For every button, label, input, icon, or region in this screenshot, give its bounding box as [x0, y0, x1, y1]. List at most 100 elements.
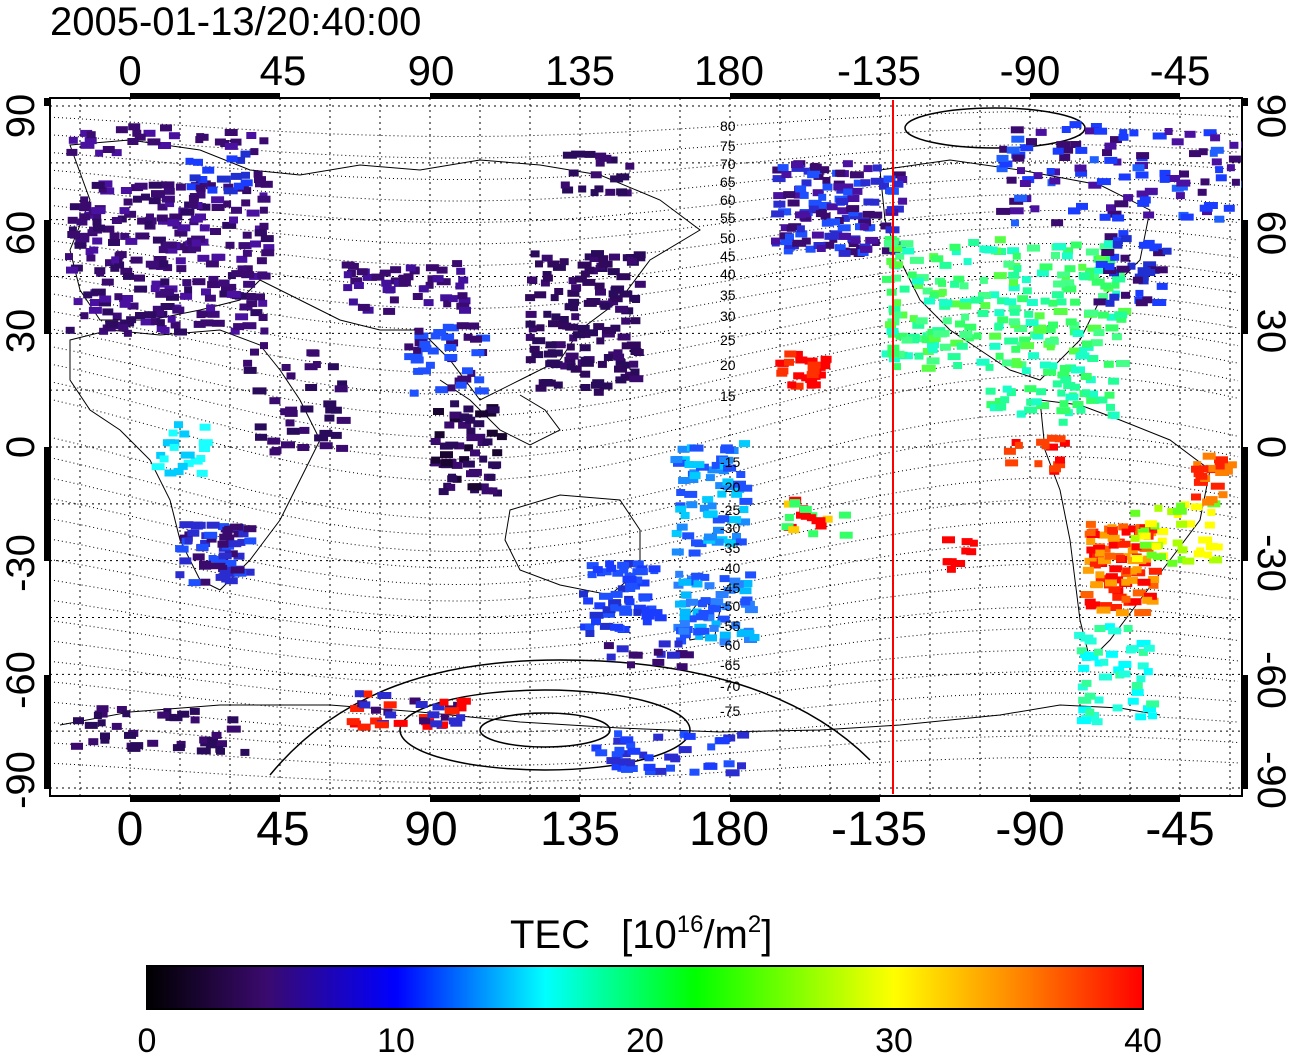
tec-pixel [599, 382, 613, 390]
tec-pixel [135, 312, 145, 319]
tec-pixel [580, 356, 591, 364]
tec-pixel [92, 218, 102, 226]
tec-pixel [222, 221, 237, 229]
tec-pixel [1081, 679, 1092, 687]
tec-pixel [237, 538, 246, 546]
tec-pixel [1210, 482, 1225, 490]
tec-pixel [115, 126, 128, 134]
lat-label-right: -30 [1249, 534, 1292, 592]
tec-pixel [450, 400, 460, 408]
tec-pixel [1010, 126, 1024, 134]
tec-pixel [1001, 359, 1013, 367]
tec-pixel [1172, 539, 1183, 547]
tec-pixel [254, 423, 267, 431]
tec-pixel [541, 254, 553, 262]
tec-pixel [486, 473, 496, 481]
tec-pixel [470, 449, 480, 457]
tec-pixel [152, 305, 164, 313]
tec-pixel [527, 276, 536, 284]
tec-pixel [493, 489, 502, 497]
tec-pixel [1138, 648, 1148, 656]
tec-pixel [1086, 529, 1096, 536]
tec-pixel [637, 579, 650, 587]
tec-pixel [223, 183, 234, 191]
tec-pixel [996, 154, 1009, 162]
tec-pixel [1136, 190, 1149, 198]
tec-pixel [189, 174, 201, 182]
mlat-contour [50, 671, 1239, 717]
tec-pixel [337, 380, 348, 388]
tec-pixel [740, 580, 753, 587]
tec-pixel [68, 136, 78, 144]
tec-pixel [1103, 360, 1114, 368]
tec-pixel [1084, 637, 1097, 645]
mlat-label: -35 [720, 540, 740, 556]
tec-pixel [179, 430, 190, 438]
tec-pixel [224, 283, 237, 291]
tec-pixel [691, 580, 703, 588]
tec-pixel [172, 306, 185, 314]
tec-pixel [1094, 625, 1106, 632]
tec-pixel [1096, 178, 1111, 186]
frame-bar-left [44, 220, 50, 334]
tec-pixel [653, 733, 664, 741]
tec-pixel [1117, 540, 1131, 548]
tec-pixel [269, 397, 281, 405]
tec-pixel [1057, 371, 1070, 379]
tec-pixel [470, 335, 482, 343]
tec-pixel [942, 558, 952, 566]
tec-pixel [583, 299, 597, 307]
tec-pixel [959, 331, 973, 338]
tec-pixel [1203, 129, 1217, 137]
tec-pixel [886, 187, 896, 195]
tec-pixel [1118, 133, 1129, 141]
tec-pixel [330, 431, 342, 439]
tec-pixel [152, 236, 166, 244]
tec-pixel [492, 449, 503, 457]
tec-pixel [393, 719, 408, 727]
tec-pixel [319, 429, 333, 437]
tec-pixel [240, 150, 251, 158]
tec-pixel [199, 423, 211, 431]
tec-pixel [969, 539, 978, 547]
tec-pixel [707, 502, 717, 510]
tec-pixel [703, 614, 715, 622]
tec-pixel [1214, 462, 1225, 470]
tec-pixel [456, 322, 469, 330]
tec-pixel [1081, 340, 1092, 348]
tec-pixel [540, 279, 550, 287]
tec-pixel [614, 746, 625, 754]
tec-pixel [1056, 141, 1071, 149]
mlat-contour [50, 243, 1239, 310]
tec-pixel [196, 191, 206, 199]
tec-pixel [609, 253, 620, 261]
tec-pixel [562, 151, 577, 159]
tec-pixel [1017, 295, 1029, 303]
tec-pixel [594, 282, 605, 290]
tec-pixel [174, 229, 188, 237]
tec-pixel [223, 187, 238, 195]
tec-pixel [379, 269, 391, 277]
mlat-contour [50, 375, 1239, 482]
tec-pixel [545, 341, 557, 349]
mlat-label: -65 [720, 657, 740, 673]
tec-pixel [444, 707, 459, 715]
tec-pixel [158, 142, 171, 149]
tec-pixel [1057, 271, 1071, 279]
tec-pixel [1035, 128, 1047, 136]
tec-pixel [1130, 534, 1140, 542]
tec-pixel [419, 717, 431, 725]
tec-pixel [794, 350, 803, 358]
tec-pixel [680, 591, 691, 599]
tec-pixel [989, 332, 1002, 340]
tec-pixel [188, 579, 201, 587]
tec-pixel [1180, 213, 1194, 221]
tec-pixel [69, 203, 82, 211]
tec-pixel [172, 744, 185, 752]
tec-pixel [1081, 654, 1091, 661]
tec-pixel [257, 195, 271, 203]
tec-pixel [808, 199, 822, 207]
tec-pixel [536, 324, 545, 332]
tec-pixel [449, 415, 463, 423]
tec-pixel [147, 739, 159, 747]
